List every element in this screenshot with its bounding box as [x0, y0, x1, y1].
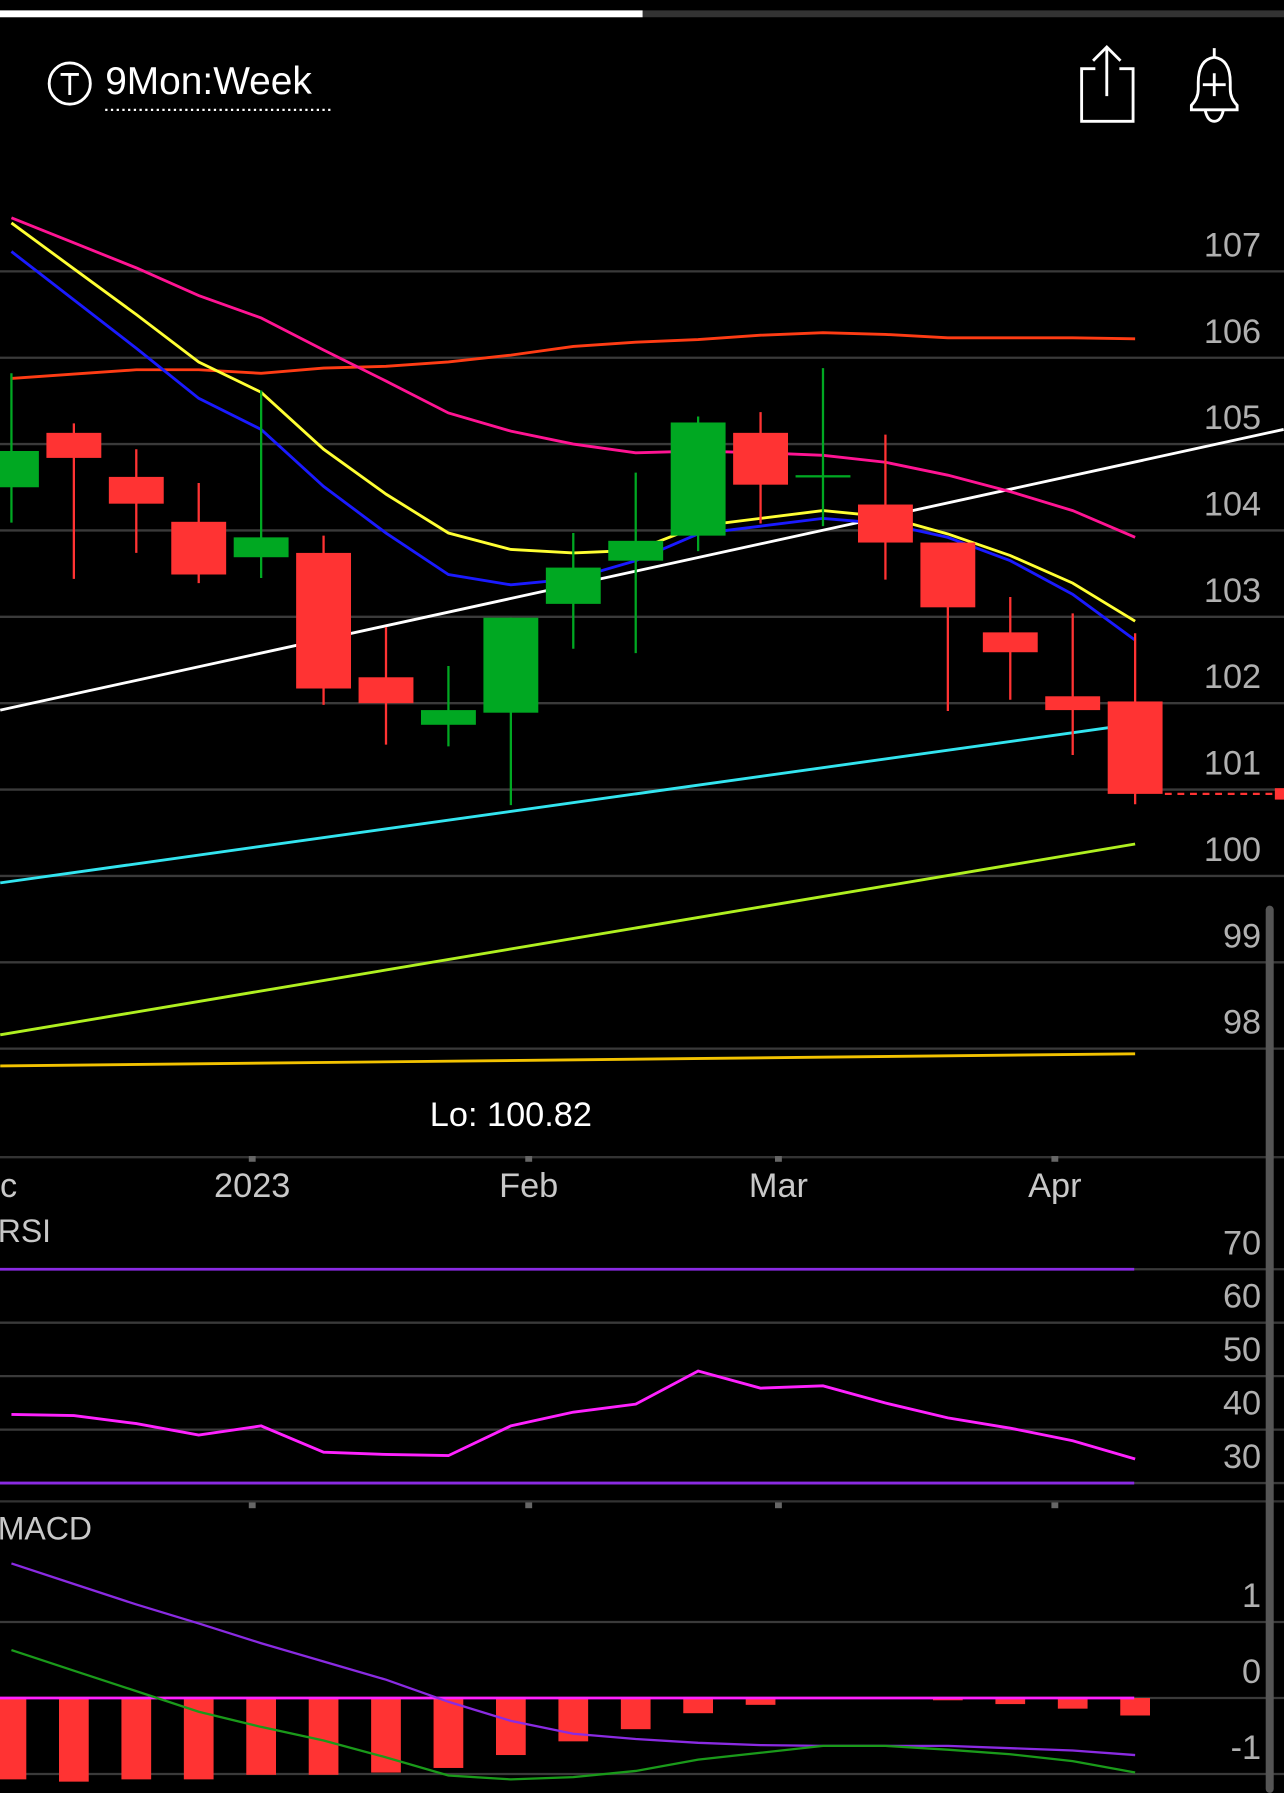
candle-body: [1045, 696, 1101, 711]
histogram-bar: [433, 1698, 464, 1768]
y-tick-label: 1: [1242, 1577, 1261, 1615]
histogram-bar: [683, 1698, 714, 1714]
candle-body: [920, 542, 976, 608]
histogram-bar: [620, 1698, 651, 1730]
candle-body: [233, 537, 289, 558]
histogram-bar: [1120, 1698, 1150, 1716]
x-tick-label: 2023: [214, 1167, 290, 1205]
candle-body: [108, 476, 164, 504]
candle-body: [420, 710, 476, 725]
y-tick-label: 103: [1204, 572, 1261, 610]
y-tick-label: 107: [1204, 226, 1261, 264]
histogram-bar: [1057, 1698, 1088, 1709]
histogram-bar: [183, 1698, 214, 1780]
candle-body: [46, 432, 102, 458]
x-tick-mark: [1051, 1502, 1059, 1509]
bell-plus: [1202, 73, 1226, 97]
candle-body: [483, 617, 539, 713]
candle-body: [670, 422, 726, 536]
y-tick-label: -1: [1231, 1729, 1262, 1767]
candle-body: [0, 450, 39, 488]
alert-button[interactable]: [1189, 48, 1239, 123]
symbol-label[interactable]: 9Mon:Week: [105, 60, 312, 103]
panel-title: RSI: [0, 1213, 51, 1249]
candle-body: [795, 475, 851, 478]
x-tick-mark: [248, 1156, 256, 1162]
share-box: [1080, 67, 1135, 123]
rsi-line: [11, 1369, 1136, 1461]
histogram-bar: [308, 1698, 339, 1775]
trendline: [0, 428, 1284, 712]
histogram-bar: [995, 1698, 1026, 1705]
y-tick-label: 70: [1223, 1224, 1261, 1262]
trendline: [0, 1052, 1136, 1068]
candle-body: [982, 632, 1038, 653]
last-price-marker: [1274, 788, 1284, 800]
y-tick-label: 100: [1204, 831, 1261, 869]
x-tick-mark: [525, 1156, 533, 1162]
candle-body: [1107, 701, 1163, 794]
y-tick-label: 102: [1204, 658, 1261, 696]
y-tick-label: 104: [1204, 486, 1261, 524]
bell: [1189, 48, 1239, 123]
macd-line: [11, 1649, 1136, 1781]
y-tick-label: 60: [1223, 1278, 1261, 1316]
candle-body: [545, 567, 601, 604]
x-tick-label: Mar: [749, 1167, 808, 1205]
share-arrow: [1092, 44, 1122, 97]
y-tick-label: 101: [1204, 745, 1261, 783]
candle-body: [171, 521, 227, 575]
share-button[interactable]: [1080, 44, 1135, 123]
candle-body: [608, 540, 664, 561]
scrollbar[interactable]: [1265, 905, 1274, 1793]
x-tick-label: c: [0, 1167, 17, 1205]
histogram-bar: [121, 1698, 152, 1780]
y-tick-label: 98: [1223, 1004, 1261, 1042]
y-tick-label: 106: [1204, 313, 1261, 351]
histogram-bar: [0, 1698, 27, 1780]
y-tick-label: 0: [1242, 1653, 1261, 1691]
macd-line: [11, 1562, 1136, 1757]
x-tick-label: Apr: [1028, 1167, 1081, 1205]
x-tick-mark: [774, 1156, 782, 1162]
candle-body: [857, 504, 913, 543]
histogram-bar: [246, 1698, 277, 1775]
symbol-icon[interactable]: [47, 61, 92, 106]
trendline: [0, 842, 1136, 1037]
x-tick-mark: [525, 1502, 533, 1509]
x-tick-mark: [1051, 1156, 1059, 1162]
x-tick-mark: [248, 1502, 256, 1509]
trendline: [0, 722, 1136, 885]
annotation: Lo: 100.82: [430, 1096, 592, 1134]
y-tick-label: 105: [1204, 399, 1261, 437]
y-tick-label: 30: [1223, 1438, 1261, 1476]
moving-average: [10, 216, 1136, 539]
histogram-bar: [745, 1698, 776, 1705]
x-tick-label: Feb: [499, 1167, 558, 1205]
panel-title: MACD: [0, 1511, 92, 1547]
histogram-bar: [58, 1698, 89, 1782]
icon-glyph: [60, 72, 79, 96]
y-tick-label: 40: [1223, 1385, 1261, 1423]
icon-ring: [47, 61, 92, 106]
candle-body: [296, 552, 352, 689]
x-tick-mark: [774, 1502, 782, 1509]
histogram-bar: [495, 1698, 526, 1756]
candle-body: [733, 432, 789, 485]
y-tick-label: 50: [1223, 1331, 1261, 1369]
progress-bar: [0, 10, 643, 18]
moving-average: [11, 331, 1136, 380]
y-tick-label: 99: [1223, 917, 1261, 955]
candle-body: [358, 677, 414, 704]
